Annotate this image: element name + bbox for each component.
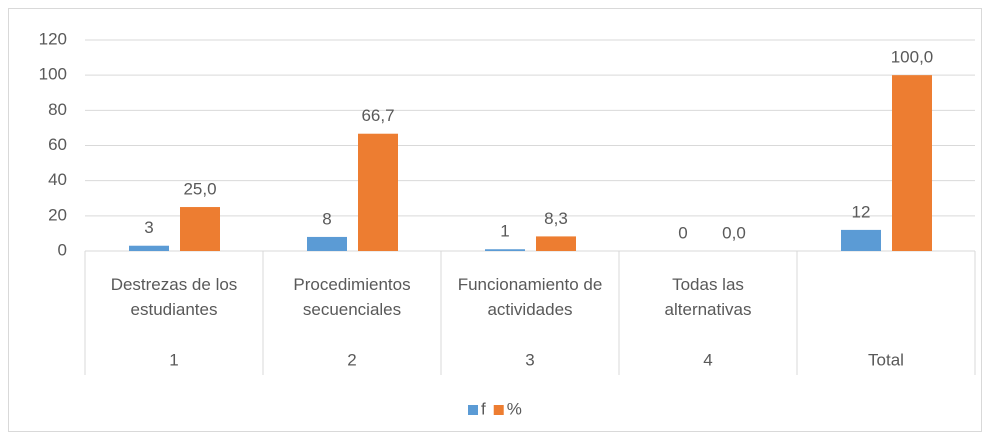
data-label: 100,0 [891,48,934,67]
bar [841,229,881,251]
x-subcategory-label: Todas las alternativas [664,275,752,319]
y-tick-label: 120 [39,29,67,48]
data-label: 8,3 [544,209,568,228]
data-label: 0,0 [722,223,746,242]
legend-label: f [481,399,486,418]
x-tick-label: 2 [347,350,356,369]
data-label: 25,0 [183,180,216,199]
bar [536,236,576,251]
data-label: 3 [144,218,153,237]
y-tick-label: 80 [48,100,67,119]
y-tick-label: 40 [48,170,67,189]
data-label: 0 [678,223,687,242]
legend-swatch [468,405,478,415]
y-tick-label: 0 [58,240,67,259]
y-tick-label: 100 [39,65,67,84]
data-label: 8 [322,209,331,228]
chart-border [8,8,982,432]
bar [307,236,347,251]
bar [485,249,525,251]
bar [358,133,398,251]
bar [892,75,932,252]
x-subcategory-label: Destrezas de los estudiantes [110,275,238,319]
x-subcategory-label: Funcionamiento de actividades [457,275,603,319]
data-label: 1 [500,222,509,241]
bar [129,245,169,251]
x-tick-label: Total [868,350,904,369]
x-subcategory-label: Procedimientos secuenciales [293,275,411,319]
bar [180,207,220,251]
legend-label: % [507,399,522,418]
x-tick-label: 3 [525,350,534,369]
data-label: 66,7 [361,106,394,125]
x-tick-label: 1 [169,350,178,369]
y-tick-label: 60 [48,135,67,154]
y-tick-label: 20 [48,205,67,224]
x-tick-label: 4 [703,350,712,369]
data-label: 12 [852,202,871,221]
legend-swatch [493,405,504,415]
